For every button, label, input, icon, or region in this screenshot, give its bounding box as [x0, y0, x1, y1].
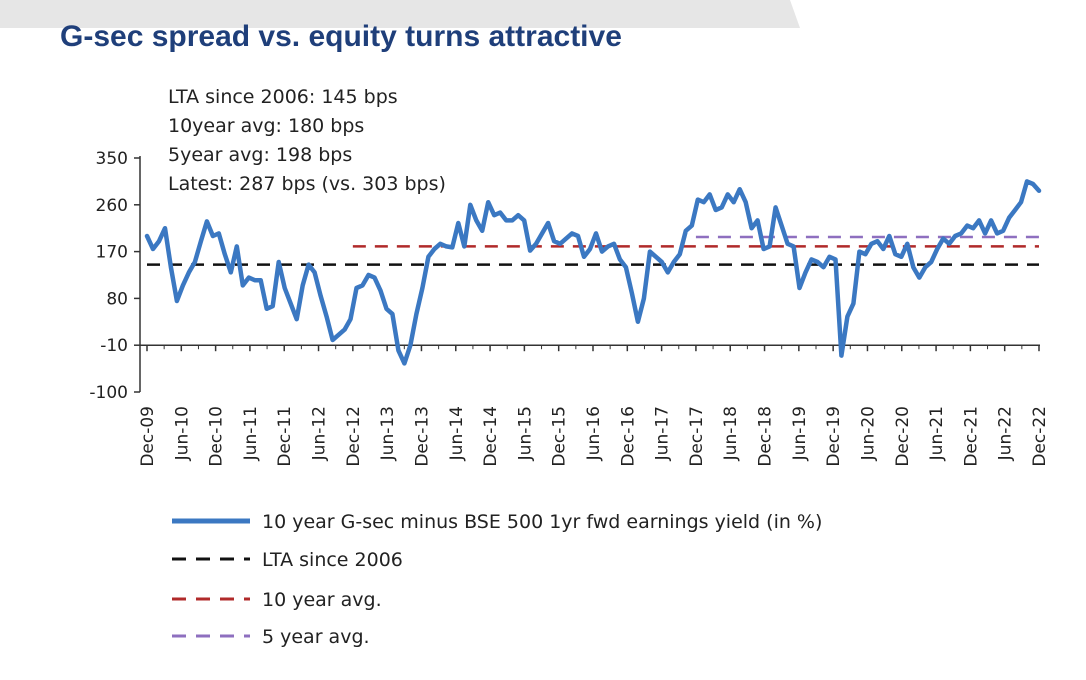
x-tick-label: Jun-19 [790, 406, 810, 461]
annotation-10yr: 10year avg: 180 bps [168, 115, 364, 137]
legend-label-5yr: 5 year avg. [262, 626, 370, 648]
x-tick-label: Dec-22 [1030, 406, 1050, 467]
x-tick-label: Jun-14 [447, 406, 467, 461]
x-tick-label: Dec-15 [550, 406, 570, 467]
x-tick-label: Dec-12 [344, 406, 364, 467]
annotation-lta: LTA since 2006: 145 bps [168, 86, 398, 108]
y-axis: 350 260 170 80 -10 -100 [89, 149, 141, 403]
x-tick-label: Dec-17 [687, 406, 707, 467]
x-tick-label: Jun-20 [858, 406, 878, 461]
x-tick-label: Dec-21 [961, 406, 981, 467]
x-tick-label: Jun-18 [721, 406, 741, 461]
banner-shape [0, 0, 800, 28]
y-tick-label: -100 [89, 383, 128, 403]
annotation-latest: Latest: 287 bps (vs. 303 bps) [168, 173, 446, 195]
x-axis: Dec-09 Jun-10 Dec-10 Jun-11 Dec-11 Jun-12 Dec-… [138, 344, 1050, 467]
x-tick-label: Dec-18 [756, 406, 776, 467]
legend-label-main: 10 year G-sec minus BSE 500 1yr fwd earn… [262, 511, 822, 533]
y-tick-label: -10 [100, 336, 128, 356]
x-tick-label: Dec-14 [481, 406, 501, 467]
x-tick-label: Dec-10 [207, 406, 227, 467]
x-tick-label: Jun-15 [515, 406, 535, 461]
x-tick-label: Dec-13 [412, 406, 432, 467]
x-tick-label: Jun-12 [310, 406, 330, 461]
y-tick-label: 170 [96, 243, 128, 263]
legend: 10 year G-sec minus BSE 500 1yr fwd earn… [172, 511, 822, 648]
y-tick-label: 350 [96, 149, 128, 169]
x-tick-label: Jun-13 [378, 406, 398, 461]
x-tick-label: Dec-20 [893, 406, 913, 467]
x-tick-label: Dec-11 [275, 406, 295, 467]
plot-area [144, 179, 1042, 366]
x-tick-label: Jun-10 [172, 406, 192, 461]
x-tick-label: Dec-16 [618, 406, 638, 467]
legend-label-lta: LTA since 2006 [262, 549, 403, 571]
x-tick-label: Jun-22 [996, 406, 1016, 461]
series-gsec-spread-line [144, 179, 1042, 366]
x-tick-label: Dec-19 [824, 406, 844, 467]
header-banner [0, 0, 800, 28]
annotation-block: LTA since 2006: 145 bps 10year avg: 180 … [168, 86, 446, 195]
x-tick-label: Jun-21 [927, 406, 947, 461]
y-tick-label: 260 [96, 196, 128, 216]
x-tick-label: Jun-17 [653, 406, 673, 461]
legend-label-10yr: 10 year avg. [262, 589, 382, 611]
chart-title: G-sec spread vs. equity turns attractive [60, 20, 622, 53]
x-tick-label: Dec-09 [138, 406, 158, 467]
x-tick-label: Jun-16 [584, 406, 604, 461]
x-tick-label: Jun-11 [241, 406, 261, 461]
annotation-5yr: 5year avg: 198 bps [168, 144, 352, 166]
y-tick-label: 80 [106, 289, 128, 309]
